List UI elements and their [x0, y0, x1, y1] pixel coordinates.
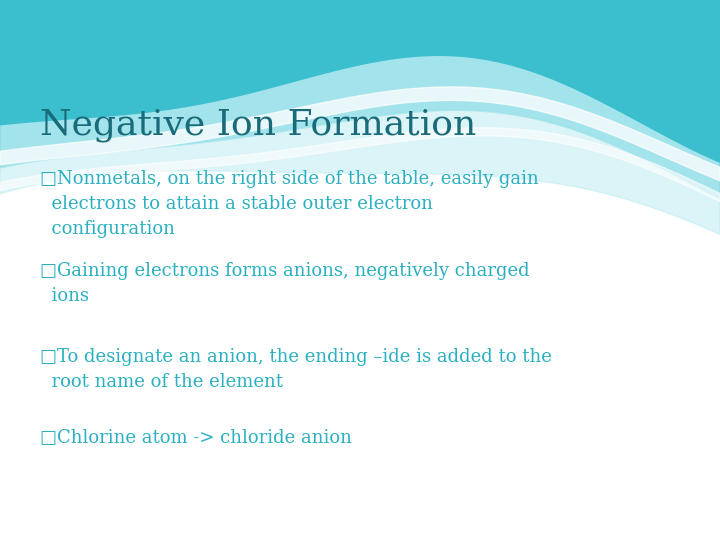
Text: □To designate an anion, the ending –ide is added to the
  root name of the eleme: □To designate an anion, the ending –ide …: [40, 348, 552, 392]
Text: □Gaining electrons forms anions, negatively charged
  ions: □Gaining electrons forms anions, negativ…: [40, 262, 529, 305]
Text: Negative Ion Formation: Negative Ion Formation: [40, 108, 476, 142]
Text: □Chlorine atom -> chloride anion: □Chlorine atom -> chloride anion: [40, 429, 351, 447]
Text: □Nonmetals, on the right side of the table, easily gain
  electrons to attain a : □Nonmetals, on the right side of the tab…: [40, 170, 539, 238]
